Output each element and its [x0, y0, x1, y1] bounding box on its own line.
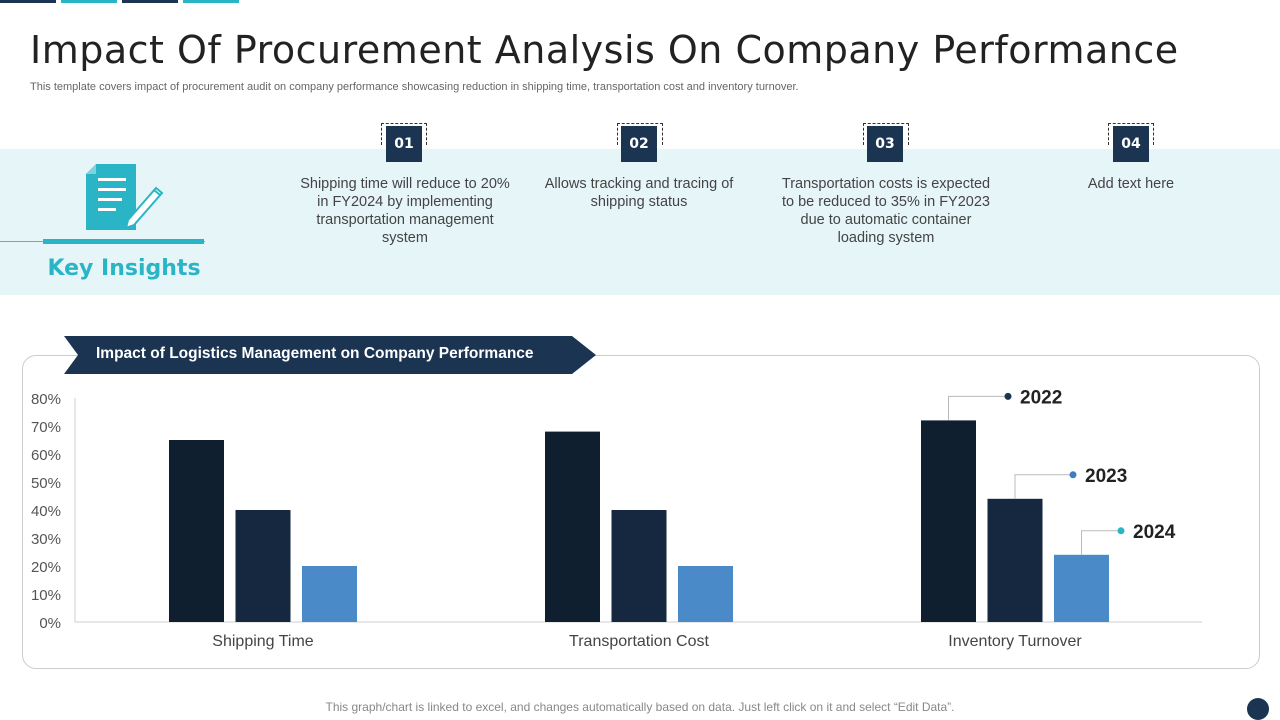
- bar-2023-2: [987, 498, 1043, 622]
- badge-outline-2: [617, 123, 663, 145]
- key-insights-label: Key Insights: [47, 256, 201, 281]
- insight-text-1: Shipping time will reduce to 20% in FY20…: [300, 176, 510, 246]
- badge-outline-3: [863, 123, 909, 145]
- y-tick-label: 0%: [39, 615, 61, 632]
- bar-2022-1: [545, 431, 600, 622]
- badge-outline-4: [1108, 123, 1154, 145]
- insights-band: [0, 149, 1280, 295]
- legend-label-2023: 2023: [1085, 466, 1127, 487]
- top-tab-1: [0, 0, 56, 3]
- callout-line-2024: [1081, 530, 1121, 555]
- insight-text-4: Add text here: [1087, 176, 1175, 192]
- page-title: Impact Of Procurement Analysis On Compan…: [30, 28, 1179, 72]
- callout-line-2022: [948, 395, 1008, 421]
- bar-2023-0: [235, 510, 291, 622]
- x-tick-label: Transportation Cost: [569, 633, 709, 650]
- x-tick-label: Inventory Turnover: [948, 633, 1082, 650]
- top-tab-3: [122, 0, 178, 3]
- callout-line-2023: [1014, 474, 1073, 499]
- bar-2024-2: [1054, 554, 1109, 622]
- insight-number-2: 02: [621, 126, 657, 162]
- document-pen-icon: [86, 164, 164, 230]
- bar-2024-0: [302, 566, 357, 622]
- y-tick-label: 10%: [31, 587, 61, 604]
- y-tick-label: 30%: [31, 531, 61, 548]
- top-tab-2: [61, 0, 117, 3]
- y-tick-label: 20%: [31, 559, 61, 576]
- bar-2022-0: [169, 440, 224, 622]
- insight-text-2: Allows tracking and tracing of shipping …: [544, 176, 734, 210]
- callout-dot-2022: [1004, 392, 1012, 400]
- y-tick-label: 60%: [31, 447, 61, 464]
- key-insights-underline: [43, 239, 204, 244]
- chart-banner-title: Impact of Logistics Management on Compan…: [96, 345, 534, 362]
- legend-label-2022: 2022: [1020, 387, 1062, 408]
- callout-dot-2024: [1117, 527, 1125, 535]
- insight-number-3: 03: [867, 126, 903, 162]
- top-tab-4: [183, 0, 239, 3]
- corner-dot: [1247, 698, 1269, 720]
- callout-dot-2023: [1069, 471, 1077, 479]
- y-tick-label: 40%: [31, 503, 61, 520]
- y-tick-label: 80%: [31, 391, 61, 408]
- bar-2022-2: [921, 420, 976, 622]
- bar-2024-1: [678, 566, 733, 622]
- insight-number-1: 01: [386, 126, 422, 162]
- footnote: This graph/chart is linked to excel, and…: [325, 700, 955, 714]
- badge-outline-1: [381, 123, 427, 145]
- chart-banner: [64, 336, 596, 374]
- legend-label-2024: 2024: [1133, 522, 1176, 543]
- insight-number-4: 04: [1113, 126, 1149, 162]
- y-tick-label: 70%: [31, 419, 61, 436]
- page-subtitle: This template covers impact of procureme…: [30, 81, 799, 93]
- x-tick-label: Shipping Time: [212, 633, 313, 650]
- bar-chart: 0% 10% 20% 30% 40% 50% 60% 70% 80% Shipping Time T…: [31, 387, 1202, 650]
- y-tick-label: 50%: [31, 475, 61, 492]
- bar-2023-1: [611, 510, 667, 622]
- insight-text-3: Transportation costs is expected to be r…: [781, 176, 991, 246]
